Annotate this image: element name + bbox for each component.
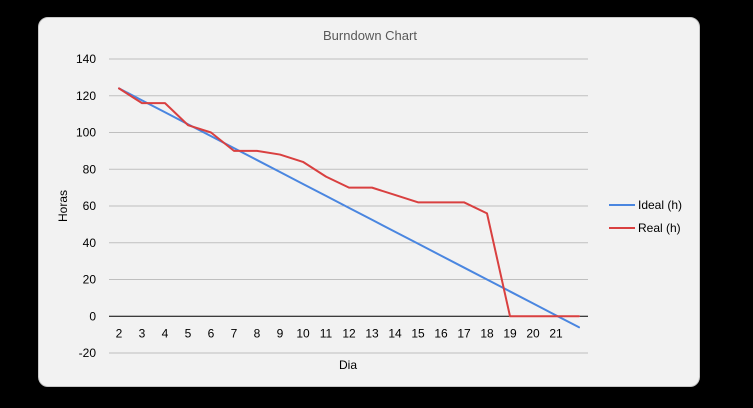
y-tick-label: 100 <box>76 126 96 140</box>
x-tick-label: 16 <box>434 326 448 340</box>
chart-card: Burndown Chart -20 0 20 40 60 80 100 120 140 2 3 4… <box>38 17 700 387</box>
legend: Ideal (h) Real (h) <box>609 198 682 235</box>
x-tick-label: 19 <box>503 326 517 340</box>
series-line-real <box>118 87 580 318</box>
x-tick-label: 17 <box>457 326 471 340</box>
y-tick-labels: -20 0 20 40 60 80 100 120 140 <box>76 52 96 360</box>
legend-label: Real (h) <box>638 221 681 235</box>
y-tick-label: 120 <box>76 89 96 103</box>
x-tick-label: 3 <box>139 326 146 340</box>
y-tick-label: -20 <box>79 346 97 360</box>
x-tick-label: 15 <box>411 326 425 340</box>
chart-title: Burndown Chart <box>323 28 417 43</box>
x-tick-label: 5 <box>185 326 192 340</box>
burndown-chart: Burndown Chart -20 0 20 40 60 80 100 120 140 2 3 4… <box>56 28 682 372</box>
y-tick-label: 0 <box>89 309 96 323</box>
x-tick-label: 21 <box>549 326 563 340</box>
x-axis-label: Dia <box>339 358 357 372</box>
y-tick-label: 20 <box>83 273 97 287</box>
x-tick-label: 4 <box>162 326 169 340</box>
x-tick-label: 20 <box>526 326 540 340</box>
x-tick-label: 7 <box>231 326 238 340</box>
y-tick-label: 40 <box>83 236 97 250</box>
x-tick-label: 10 <box>296 326 310 340</box>
x-tick-label: 11 <box>320 326 333 340</box>
gridlines <box>109 58 588 354</box>
x-tick-label: 2 <box>116 326 123 340</box>
y-tick-label: 60 <box>83 199 97 213</box>
x-tick-label: 13 <box>365 326 379 340</box>
y-axis-label: Horas <box>56 190 70 222</box>
y-tick-label: 80 <box>83 162 97 176</box>
x-tick-label: 6 <box>208 326 215 340</box>
legend-label: Ideal (h) <box>638 198 682 212</box>
x-tick-label: 9 <box>277 326 284 340</box>
x-tick-label: 14 <box>388 326 402 340</box>
x-tick-labels: 2 3 4 5 6 7 8 9 10 11 12 13 14 15 16 17 18 19 20 21 <box>116 326 563 340</box>
series-lines <box>118 87 580 329</box>
x-tick-label: 18 <box>480 326 494 340</box>
x-tick-label: 8 <box>254 326 261 340</box>
x-tick-label: 12 <box>342 326 356 340</box>
y-tick-label: 140 <box>76 52 96 66</box>
